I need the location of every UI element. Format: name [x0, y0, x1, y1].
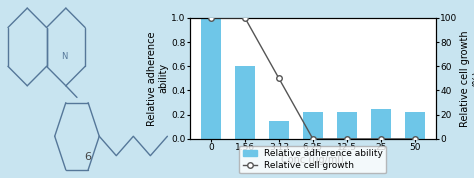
Bar: [404, 112, 425, 139]
Bar: [303, 112, 323, 139]
Text: 6: 6: [84, 152, 91, 162]
Bar: [269, 121, 289, 139]
Text: N: N: [61, 52, 67, 61]
Bar: [235, 66, 255, 139]
Bar: [371, 109, 391, 139]
Y-axis label: Relative adherence
ability: Relative adherence ability: [146, 31, 168, 125]
Bar: [337, 112, 357, 139]
Legend: Relative adherence ability, Relative cell growth: Relative adherence ability, Relative cel…: [239, 146, 386, 174]
X-axis label: Conc (μg/ml): Conc (μg/ml): [282, 155, 344, 165]
Y-axis label: Relative cell growth
(%): Relative cell growth (%): [460, 30, 474, 127]
Bar: [201, 18, 221, 139]
